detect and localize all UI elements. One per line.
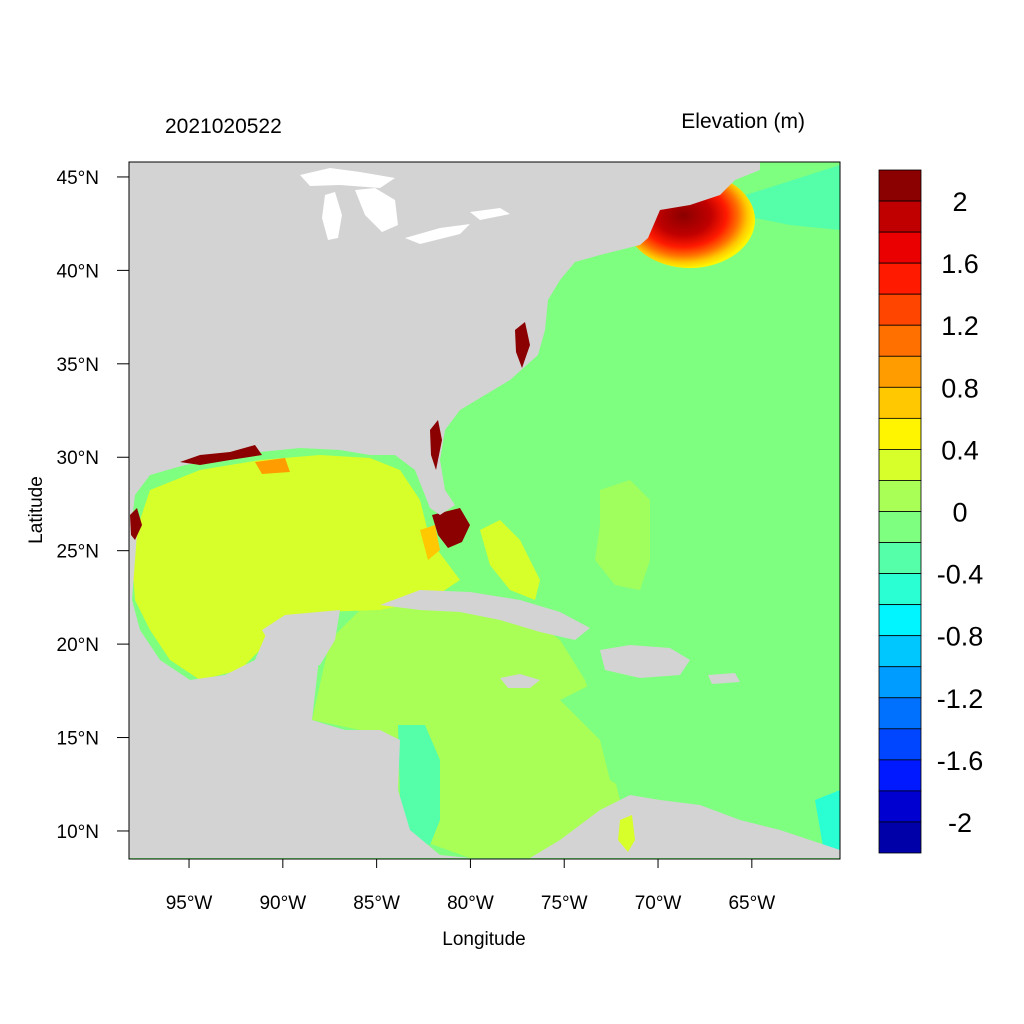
- date-title: 2021020522: [165, 115, 282, 138]
- carolina-coast-surge: [515, 322, 530, 368]
- south-america-land: [530, 795, 840, 858]
- lake-huron: [355, 188, 398, 232]
- map-frame: [128, 161, 841, 860]
- longitude-axis: 95°W 90°W 85°W 80°W 75°W 70°W 65°W: [166, 859, 775, 914]
- colorbar-swatch: [878, 262, 922, 295]
- lat-tick-label: 30°N: [57, 448, 99, 469]
- lon-tick-label: 65°W: [728, 893, 775, 914]
- caribbean-east-lobe: [560, 680, 810, 830]
- colorbar-label: 0.8: [941, 373, 979, 403]
- lake-erie: [405, 224, 470, 244]
- colorbar-swatch: [878, 790, 922, 823]
- lake-superior: [300, 168, 395, 188]
- colorbar-swatch: [878, 417, 922, 450]
- hispaniola: [600, 645, 690, 678]
- colorbar-labels: 2 1.6 1.2 0.8 0.4 0 -0.4 -0.8 -1.2 -1.6 -2: [937, 187, 984, 838]
- colorbar-label: 0.4: [941, 435, 979, 465]
- lat-tick-label: 10°N: [57, 822, 99, 843]
- caribbean-sea: [312, 600, 620, 858]
- colorbar-swatch: [878, 511, 922, 543]
- gulf-coast-orange: [255, 458, 290, 474]
- florida-west-coast-yellow: [420, 525, 440, 560]
- lat-tick-label: 15°N: [57, 729, 99, 750]
- colorbar-label: -0.4: [937, 560, 984, 590]
- eastern-caribbean-cool: [815, 790, 840, 858]
- colorbar-swatch: [878, 386, 922, 419]
- colorbar-label: 2: [952, 187, 967, 217]
- colorbar-swatch: [878, 728, 922, 761]
- colorbar-swatch: [878, 231, 922, 264]
- louisiana-coast-surge: [180, 445, 262, 465]
- latitude-axis: 45°N 40°N 35°N 30°N 25°N 20°N 15°N 10°N: [57, 168, 129, 843]
- colorbar-swatch: [878, 666, 922, 699]
- northeast-low-anomaly: [730, 165, 840, 230]
- lon-tick-label: 90°W: [259, 893, 306, 914]
- lat-tick-label: 40°N: [57, 261, 99, 282]
- colorbar-label: 1.6: [941, 249, 979, 279]
- y-axis-label: Latitude: [26, 476, 47, 544]
- colorbar-swatch: [878, 324, 922, 357]
- western-caribbean-cool: [398, 725, 440, 845]
- colorbar-swatch: [878, 355, 922, 388]
- map-plot: [129, 162, 840, 859]
- variable-title: Elevation (m): [681, 110, 805, 133]
- colorbar-label: 0: [952, 498, 967, 528]
- mexico-land: [129, 520, 470, 858]
- atlantic-coast-surge: [430, 420, 442, 470]
- colorbar-swatch: [878, 573, 922, 606]
- yucatan-peninsula: [262, 610, 340, 668]
- colorbar-swatch: [878, 635, 922, 668]
- lake-maracaibo: [618, 815, 635, 852]
- lat-tick-label: 20°N: [57, 635, 99, 656]
- colorbar-swatch: [878, 200, 922, 233]
- colorbar-swatch: [878, 542, 922, 574]
- lon-tick-label: 85°W: [353, 893, 400, 914]
- lake-michigan: [322, 192, 342, 240]
- lake-ontario: [470, 208, 510, 220]
- colorbar-label: -1.2: [937, 684, 984, 714]
- puerto-rico: [708, 673, 740, 684]
- offshore-anomaly: [595, 480, 650, 590]
- gulf-of-mexico: [132, 455, 460, 680]
- florida-bay-surge: [432, 508, 470, 548]
- x-axis-label: Longitude: [442, 929, 525, 950]
- colorbar-swatch: [878, 821, 922, 854]
- lat-tick-label: 25°N: [57, 542, 99, 563]
- colorbar: [878, 169, 922, 854]
- colorbar-swatch: [878, 604, 922, 637]
- colorbar-swatch: [878, 293, 922, 326]
- lon-tick-label: 75°W: [541, 893, 588, 914]
- north-america-land: [129, 162, 760, 520]
- colorbar-swatch: [878, 169, 922, 202]
- colorbar-label: -0.8: [937, 622, 984, 652]
- lon-tick-label: 80°W: [447, 893, 494, 914]
- jamaica: [500, 674, 540, 688]
- colorbar-label: -2: [948, 808, 972, 838]
- lat-tick-label: 45°N: [57, 168, 99, 189]
- colorbar-swatch: [878, 759, 922, 792]
- cuba: [380, 590, 590, 640]
- colorbar-swatch: [878, 697, 922, 730]
- colorbar-swatch: [878, 449, 922, 481]
- texas-coast-surge: [130, 508, 142, 540]
- colorbar-label: -1.6: [937, 746, 984, 776]
- lon-tick-label: 70°W: [635, 893, 682, 914]
- lon-tick-label: 95°W: [166, 893, 213, 914]
- colorbar-swatch: [878, 480, 922, 512]
- colorbar-label: 1.2: [941, 311, 979, 341]
- lat-tick-label: 35°N: [57, 355, 99, 376]
- bahamas-banks: [480, 520, 540, 600]
